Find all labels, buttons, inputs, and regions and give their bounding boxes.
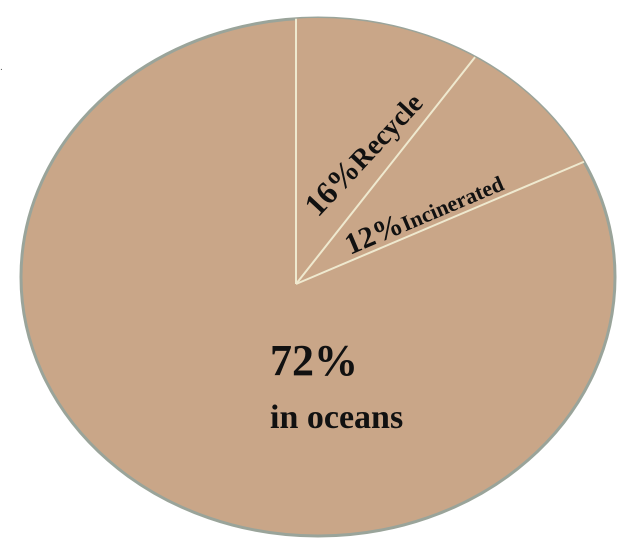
slice-divider [295, 56, 476, 285]
slice-oceans-value-label: 72% [270, 336, 358, 385]
stray-mark: . [0, 62, 3, 73]
slice-recycle [296, 17, 476, 284]
slice-incinerated [296, 57, 584, 284]
slice-oceans-category-label: in oceans [270, 399, 403, 436]
slice-divider [295, 160, 585, 285]
